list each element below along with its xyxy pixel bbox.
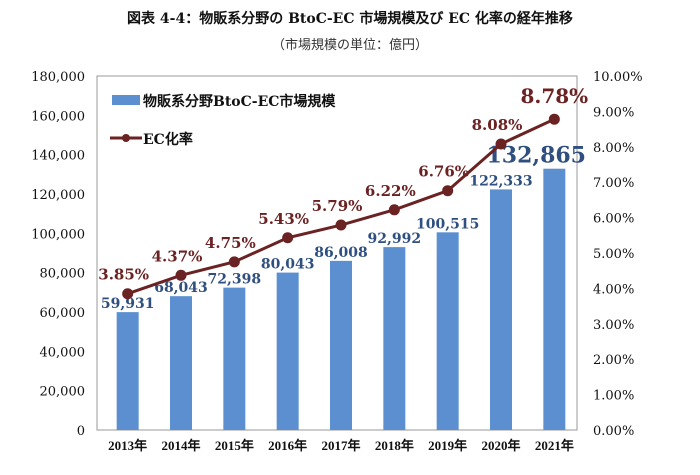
right-axis-tick: 8.00% bbox=[593, 141, 634, 156]
right-axis-tick: 7.00% bbox=[593, 176, 634, 191]
bar bbox=[436, 232, 459, 430]
right-axis-tick: 10.00% bbox=[593, 70, 643, 85]
bar bbox=[170, 296, 192, 430]
line-data-label: 6.76% bbox=[418, 163, 469, 181]
right-axis-tick: 3.00% bbox=[593, 318, 634, 333]
x-axis-tick: 2014年 bbox=[161, 438, 200, 453]
bar bbox=[490, 189, 512, 430]
bar-data-label: 100,515 bbox=[416, 216, 479, 232]
right-axis-tick: 5.00% bbox=[593, 247, 634, 262]
left-axis-tick: 180,000 bbox=[31, 70, 85, 85]
bar-data-label: 72,398 bbox=[208, 272, 262, 288]
left-axis-tick: 160,000 bbox=[31, 109, 85, 124]
left-axis-tick: 20,000 bbox=[40, 385, 86, 400]
legend-line-label: EC化率 bbox=[143, 131, 193, 148]
line-point bbox=[122, 288, 134, 300]
right-axis-tick: 1.00% bbox=[593, 389, 634, 404]
line-data-label: 6.22% bbox=[365, 182, 416, 200]
line-point bbox=[335, 219, 347, 231]
bar-data-label: 68,043 bbox=[154, 280, 208, 296]
bar bbox=[116, 312, 139, 430]
legend-line-marker bbox=[122, 134, 130, 142]
left-axis-tick: 60,000 bbox=[40, 306, 86, 321]
bar bbox=[543, 168, 566, 430]
left-axis-tick: 140,000 bbox=[31, 149, 85, 164]
legend-bar-label: 物販系分野BtoC-EC市場規模 bbox=[143, 93, 336, 110]
x-axis-tick: 2013年 bbox=[108, 438, 147, 453]
line-point bbox=[442, 185, 454, 197]
line-data-label: 4.37% bbox=[152, 247, 203, 265]
bar bbox=[383, 247, 406, 430]
line-point bbox=[495, 138, 507, 150]
left-axis-tick: 100,000 bbox=[31, 227, 85, 242]
left-axis-tick: 120,000 bbox=[31, 188, 85, 203]
line-data-label: 3.85% bbox=[98, 266, 149, 284]
bar-data-label: 59,931 bbox=[101, 296, 155, 312]
x-axis-tick: 2017年 bbox=[321, 438, 360, 453]
right-axis-tick: 0.00% bbox=[593, 424, 634, 439]
line-point bbox=[548, 113, 560, 125]
right-axis-tick: 2.00% bbox=[593, 353, 634, 368]
left-axis-tick: 80,000 bbox=[40, 267, 86, 282]
x-axis-tick: 2018年 bbox=[375, 438, 414, 453]
bar-data-label: 92,992 bbox=[368, 231, 422, 247]
x-axis-tick: 2015年 bbox=[215, 438, 254, 453]
x-axis-tick: 2020年 bbox=[481, 438, 520, 453]
right-axis-tick: 6.00% bbox=[593, 212, 634, 227]
line-data-label: 5.79% bbox=[312, 197, 363, 215]
bar-data-label: 86,008 bbox=[314, 245, 368, 261]
left-axis-tick: 40,000 bbox=[40, 345, 86, 360]
bar-data-label: 122,333 bbox=[469, 173, 532, 189]
line-data-label: 4.75% bbox=[205, 234, 256, 252]
legend-bar-swatch bbox=[112, 95, 140, 105]
x-axis-tick: 2016年 bbox=[268, 438, 307, 453]
bar bbox=[276, 272, 299, 430]
line-point bbox=[228, 256, 240, 268]
line-data-label: 5.43% bbox=[258, 210, 309, 228]
line-point bbox=[282, 232, 294, 244]
left-axis-tick: 0 bbox=[77, 424, 85, 439]
bar bbox=[223, 287, 246, 430]
x-axis-tick: 2019年 bbox=[428, 438, 467, 453]
line-data-label: 8.78% bbox=[520, 84, 588, 108]
right-axis-tick: 4.00% bbox=[593, 282, 634, 297]
bar-data-label: 80,043 bbox=[261, 257, 315, 273]
line-point bbox=[388, 204, 400, 216]
x-axis-tick: 2021年 bbox=[535, 438, 574, 453]
chart-subtitle: （市場規模の単位：億円） bbox=[271, 38, 428, 53]
line-data-label: 8.08% bbox=[472, 116, 523, 134]
chart-title: 図表 4-4：物販系分野の BtoC-EC 市場規模及び EC 化率の経年推移 bbox=[127, 11, 573, 27]
right-axis-tick: 9.00% bbox=[593, 105, 634, 120]
bar bbox=[330, 260, 352, 430]
line-point bbox=[175, 269, 187, 281]
